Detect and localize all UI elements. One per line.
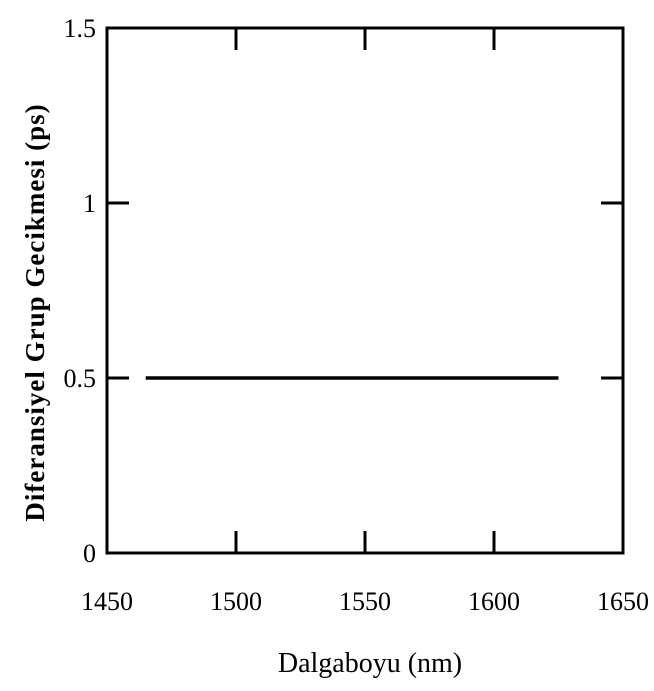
plot-frame [105, 26, 625, 555]
y-tick-label: 1.5 [64, 14, 97, 43]
x-axis-label: Dalgaboyu (nm) [278, 648, 462, 679]
y-tick-label: 1 [83, 189, 96, 218]
x-tick-label: 1450 [81, 587, 133, 616]
x-tick-label: 1500 [210, 587, 262, 616]
x-tick-label: 1650 [597, 587, 649, 616]
y-tick-label: 0.5 [64, 364, 97, 393]
x-tick-label: 1600 [468, 587, 520, 616]
y-tick-label: 0 [83, 539, 96, 568]
x-tick-label: 1550 [339, 587, 391, 616]
y-axis-label: Diferansiyel Grup Gecikmesi (ps) [20, 103, 50, 521]
